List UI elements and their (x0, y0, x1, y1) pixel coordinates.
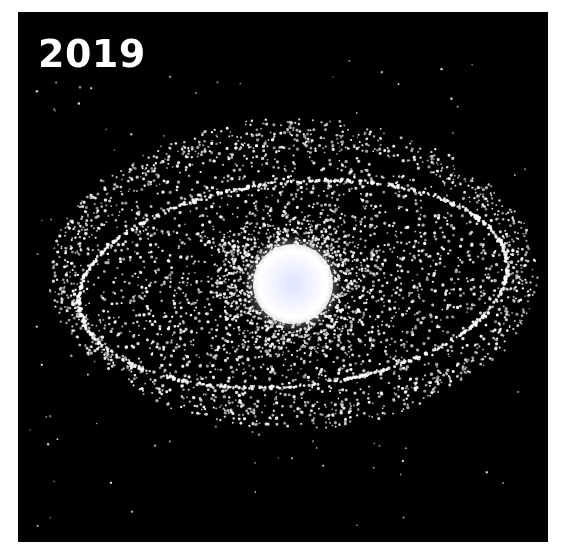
earth (243, 234, 343, 334)
year-label: 2019 (38, 32, 146, 76)
debris-visualization: 2019 (18, 12, 548, 542)
foreground-debris (245, 233, 343, 334)
geostationary-ring (75, 177, 510, 391)
debris-field (29, 60, 539, 528)
